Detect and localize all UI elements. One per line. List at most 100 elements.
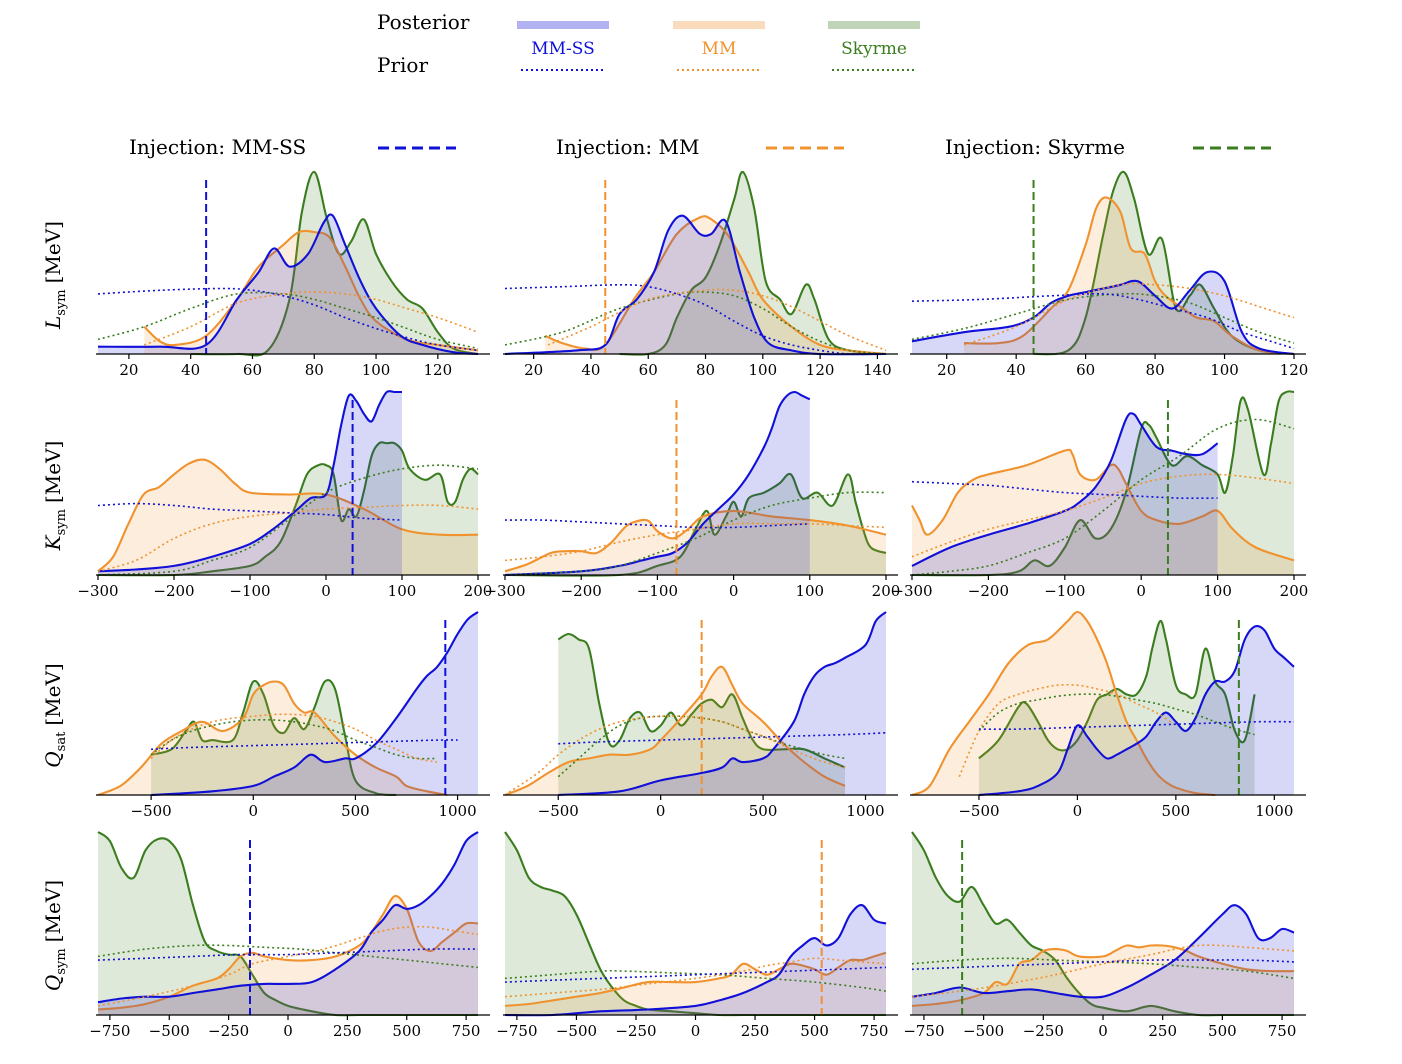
prior-line-MM [144, 291, 479, 346]
prior-line-Skyrme [97, 944, 479, 969]
x-tick-label: −300 [484, 582, 525, 600]
prior-line-Skyrme [504, 491, 887, 576]
prior-line-Skyrme [911, 418, 1295, 576]
x-tick-label: 750 [452, 1022, 481, 1040]
panel-K_sym-0: −300 −200 −100 0 100 200 [77, 390, 493, 600]
y-axis-label-symbol: L [41, 316, 65, 330]
x-tick-label: 200 [1280, 582, 1309, 600]
x-tick-label: −300 [891, 582, 932, 600]
y-axis-label-unit: [MeV] [41, 880, 65, 942]
posterior-fill-MM-SS [98, 391, 402, 575]
posterior-line-Skyrme [557, 632, 846, 769]
x-tick-label: −250 [1023, 1022, 1064, 1040]
x-tick-label: 200 [872, 582, 901, 600]
posterior-line-Skyrme [150, 679, 397, 797]
x-tick-label: −750 [89, 1022, 130, 1040]
posterior-fill-MM [545, 216, 886, 354]
y-axis-label-subscript: sym [54, 289, 69, 315]
prior-line-MM [958, 683, 1177, 778]
posterior-line-MM [97, 458, 479, 573]
posterior-fill-MM [912, 945, 1294, 1015]
prior-line-MM-SS [978, 720, 1295, 731]
injection-label-mmss: Injection: MM-SS [129, 135, 306, 159]
y-axis-label-subscript: sym [54, 509, 69, 535]
y-axis-label-unit: [MeV] [41, 663, 65, 725]
posterior-fill-MM-SS [912, 905, 1294, 1015]
row-labels: Lsym [MeV] Ksym [MeV] Qsat [MeV] Qsym [MeV] [41, 221, 69, 991]
y-axis-label-L_sym: Lsym [MeV] [41, 221, 69, 330]
prior-line-MM-SS [151, 739, 458, 751]
panel-K_sym-1: −300 −200 −100 0 100 200 [484, 390, 901, 600]
posterior-line-Skyrme [504, 472, 887, 577]
y-axis-label-subscript: sat [54, 731, 69, 751]
posterior-fill-MM-SS [978, 626, 1294, 795]
posterior-fill-Skyrme [190, 171, 478, 356]
posterior-fill-MM [144, 230, 479, 354]
x-tick-label: −250 [615, 1022, 656, 1040]
y-axis-label-symbol: Q [41, 975, 65, 991]
x-tick-label: 40 [181, 361, 200, 379]
posterior-line-MM [504, 509, 887, 573]
panel-Q_sym-2: −750 −500 −250 0 250 500 750 [903, 831, 1306, 1040]
posterior-fill-Skyrme [98, 442, 478, 576]
x-tick-label: 250 [1148, 1022, 1177, 1040]
posterior-line-Skyrme [619, 170, 887, 356]
x-tick-label: 40 [1007, 361, 1026, 379]
posterior-line-MM-SS [504, 214, 887, 356]
panel-Q_sym-1: −750 −500 −250 0 250 500 750 [496, 831, 898, 1040]
x-tick-label: −200 [153, 582, 194, 600]
x-tick-label: 500 [392, 1022, 421, 1040]
x-tick-label: 60 [243, 361, 262, 379]
x-tick-label: 1000 [1255, 802, 1293, 820]
posterior-line-MM [504, 951, 887, 1007]
x-tick-label: 20 [119, 361, 138, 379]
posterior-line-MM [504, 665, 846, 796]
panel-L_sym-1: 20 40 60 80 100 120 140 [503, 170, 898, 379]
y-axis-label-unit: [MeV] [41, 441, 65, 503]
posterior-line-MM [97, 680, 448, 797]
x-tick-label: 80 [696, 361, 715, 379]
prior-line-MM [911, 944, 1295, 998]
posterior-line-MM-SS [911, 904, 1295, 999]
posterior-fill-MM [964, 197, 1294, 354]
prior-line-Skyrme [911, 292, 1295, 344]
x-tick-label: 500 [1162, 802, 1191, 820]
x-tick-label: 750 [1268, 1022, 1297, 1040]
posterior-fill-MM [98, 681, 448, 795]
prior-line-MM-SS [911, 959, 1295, 971]
panel-Q_sat-1: −500 0 500 1000 [503, 611, 898, 820]
injection-label-mm: Injection: MM [556, 135, 699, 159]
legend-model-label: MM [702, 39, 737, 59]
posterior-line-MM [911, 610, 1216, 797]
x-tick-label: 120 [1280, 361, 1309, 379]
x-tick-label: −500 [963, 1022, 1004, 1040]
x-tick-label: 0 [691, 1022, 701, 1040]
x-tick-label: 250 [741, 1022, 770, 1040]
x-tick-label: 20 [937, 361, 956, 379]
injection-label-skyrme: Injection: Skyrme [945, 135, 1125, 159]
x-tick-label: 100 [362, 361, 391, 379]
posterior-fill-MM-SS [912, 413, 1218, 575]
x-tick-label: 200 [464, 582, 493, 600]
posterior-fill-MM [505, 666, 845, 795]
posterior-fill-Skyrme [912, 391, 1294, 576]
posterior-line-MM [911, 448, 1295, 562]
posterior-fill-MM-SS [505, 215, 886, 355]
posterior-fill-Skyrme [619, 171, 886, 355]
posterior-line-Skyrme [1033, 170, 1295, 356]
x-tick-label: −500 [538, 802, 579, 820]
x-tick-label: 1000 [438, 802, 476, 820]
x-tick-label: −750 [496, 1022, 537, 1040]
posterior-fill-Skyrme [978, 620, 1255, 795]
y-axis-label-Q_sat: Qsat [MeV] [41, 663, 69, 767]
posterior-line-MM-SS [911, 270, 1295, 356]
legend: Posterior Prior MM-SS MM Skyrme [377, 10, 920, 77]
posterior-fill-Skyrme [1033, 171, 1294, 355]
x-tick-label: 40 [581, 361, 600, 379]
posterior-fill-Skyrme [505, 473, 886, 576]
x-tick-label: 750 [860, 1022, 889, 1040]
x-tick-label: 0 [283, 1022, 293, 1040]
posterior-line-MM-SS [97, 213, 479, 356]
x-tick-label: 120 [806, 361, 835, 379]
